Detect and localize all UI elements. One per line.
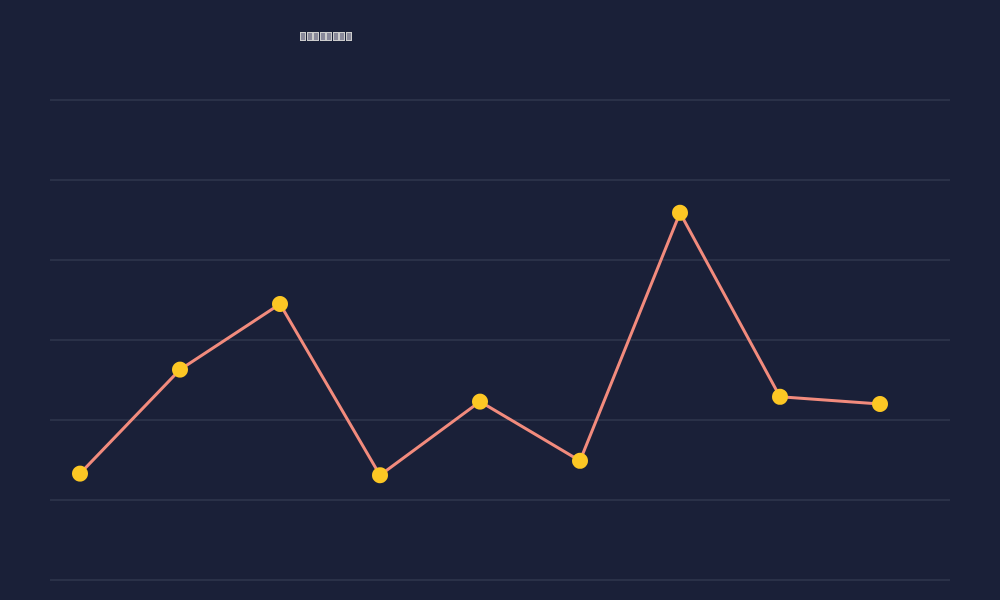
data-point [772,388,788,405]
chart-title-unrendered-glyphs [300,32,352,41]
data-point [172,361,188,378]
data-point [572,452,588,469]
series-line [78,211,881,477]
data-point [72,465,88,482]
data-point [672,204,688,221]
data-point [472,393,488,410]
data-point [272,296,288,312]
data-point [872,396,888,412]
data-point [372,467,388,484]
